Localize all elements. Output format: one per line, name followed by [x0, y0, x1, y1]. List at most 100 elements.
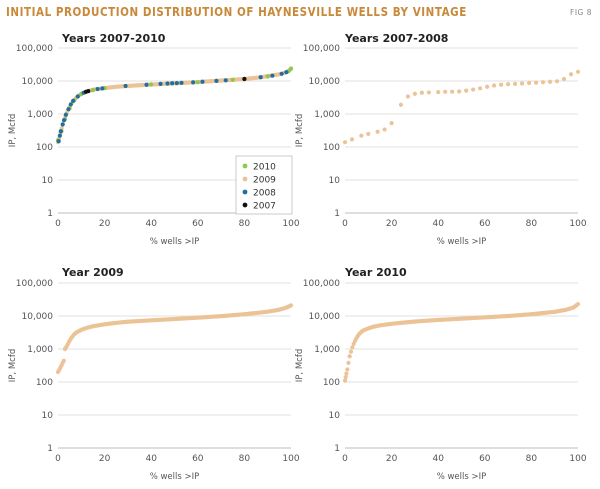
- data-point: [492, 83, 497, 88]
- legend-marker-2010: [242, 163, 248, 169]
- data-point-2010: [195, 80, 200, 85]
- data-point: [343, 375, 348, 380]
- y-tick-label: 100,000: [16, 44, 53, 54]
- data-point-2008: [200, 79, 205, 84]
- panel-title: Years 2007-2010: [61, 32, 166, 45]
- y-axis-label: IP, Mcfd: [8, 349, 18, 382]
- y-tick-label: 100,000: [303, 44, 340, 54]
- y-tick-label: 100,000: [303, 279, 340, 289]
- data-point: [426, 90, 431, 95]
- data-point: [347, 354, 352, 359]
- chart-years-2007-2010: Years 2007-2010 1 10 100 1,000 10,000 100,000 0…: [8, 32, 300, 247]
- panel-title: Years 2007-2008: [344, 32, 448, 45]
- data-point-2007: [86, 88, 91, 94]
- x-axis-label: % wells >IP: [150, 237, 200, 247]
- data-point-2008: [179, 80, 184, 85]
- y-tick-label: 100: [36, 143, 53, 153]
- legend-label-2007: 2007: [253, 202, 276, 212]
- data-points: [342, 69, 581, 145]
- x-tick-label: 20: [386, 454, 398, 464]
- data-point: [412, 91, 417, 96]
- data-points: [342, 301, 581, 383]
- data-point: [346, 360, 351, 365]
- x-tick-label: 60: [192, 454, 204, 464]
- x-tick-label: 20: [99, 454, 111, 464]
- data-point: [485, 84, 490, 89]
- data-point: [61, 358, 66, 363]
- data-point-2008: [144, 82, 149, 87]
- x-tick-label: 0: [342, 454, 348, 464]
- legend-marker-2008: [242, 189, 248, 195]
- data-point: [450, 89, 455, 94]
- data-point-2007: [242, 76, 247, 82]
- data-point: [419, 90, 424, 95]
- legend-label-2009: 2009: [253, 176, 276, 186]
- data-point-2008: [57, 133, 62, 138]
- data-point: [405, 94, 411, 99]
- data-point-2008: [165, 81, 170, 86]
- data-point: [478, 86, 483, 91]
- chart-year-2010: Year 2010 1 10 100 1,000 10,000 100,000 0 20 40 60…: [295, 266, 587, 482]
- x-tick-label: 100: [569, 219, 586, 229]
- data-point: [512, 81, 518, 86]
- data-point-2010: [288, 66, 294, 71]
- data-point: [359, 133, 364, 138]
- data-point-2008: [214, 78, 219, 83]
- x-tick-label: 100: [282, 454, 299, 464]
- y-tick-label: 10,000: [22, 312, 54, 322]
- data-point: [342, 378, 348, 383]
- data-point-2008: [63, 112, 69, 117]
- y-tick-label: 1: [47, 209, 53, 219]
- data-point-2008: [75, 94, 80, 99]
- data-point: [575, 69, 581, 74]
- y-tick-label: 10: [329, 411, 341, 421]
- y-tick-label: 1,000: [27, 345, 53, 355]
- legend-label-2008: 2008: [253, 189, 276, 199]
- y-tick-label: 1: [334, 444, 340, 454]
- data-point: [443, 89, 448, 94]
- y-tick-label: 10: [329, 176, 341, 186]
- data-point: [350, 345, 355, 350]
- y-tick-label: 10,000: [309, 77, 341, 87]
- y-tick-label: 10,000: [309, 312, 341, 322]
- data-point-2008: [270, 73, 275, 78]
- y-tick-label: 10: [42, 411, 54, 421]
- data-point: [575, 301, 581, 307]
- data-point: [344, 371, 349, 376]
- figure-label: FIG 8: [570, 8, 592, 17]
- y-tick-label: 100: [323, 378, 340, 388]
- data-point-2008: [223, 78, 228, 83]
- x-axis-label: % wells >IP: [437, 472, 487, 482]
- data-point: [389, 121, 394, 126]
- data-point: [436, 90, 441, 95]
- x-tick-label: 80: [526, 219, 538, 229]
- data-point-2008: [123, 83, 128, 89]
- data-point: [382, 127, 387, 132]
- data-point: [533, 80, 539, 85]
- data-point: [506, 82, 511, 87]
- legend-marker-2009: [242, 176, 248, 182]
- x-axis-label: % wells >IP: [437, 237, 487, 247]
- x-tick-label: 40: [145, 454, 157, 464]
- data-point-2008: [170, 81, 175, 86]
- data-point-2008: [60, 122, 65, 127]
- data-point: [547, 79, 553, 84]
- data-point-2008: [191, 80, 196, 85]
- data-points: [55, 303, 294, 375]
- y-tick-label: 100,000: [16, 279, 53, 289]
- panel-title: Year 2010: [344, 266, 407, 279]
- data-point: [540, 80, 546, 85]
- y-tick-label: 100: [36, 378, 53, 388]
- y-tick-label: 10,000: [22, 77, 54, 87]
- y-axis-label: IP, Mcfd: [8, 114, 18, 147]
- x-tick-label: 20: [99, 219, 111, 229]
- data-point-2008: [284, 70, 289, 75]
- x-tick-label: 20: [386, 219, 398, 229]
- data-point-2010: [265, 74, 270, 79]
- data-point: [288, 303, 294, 308]
- y-tick-label: 10: [42, 176, 54, 186]
- data-point: [366, 131, 371, 136]
- data-point-2008: [100, 86, 105, 91]
- data-point: [398, 102, 404, 107]
- y-tick-label: 1: [47, 444, 53, 454]
